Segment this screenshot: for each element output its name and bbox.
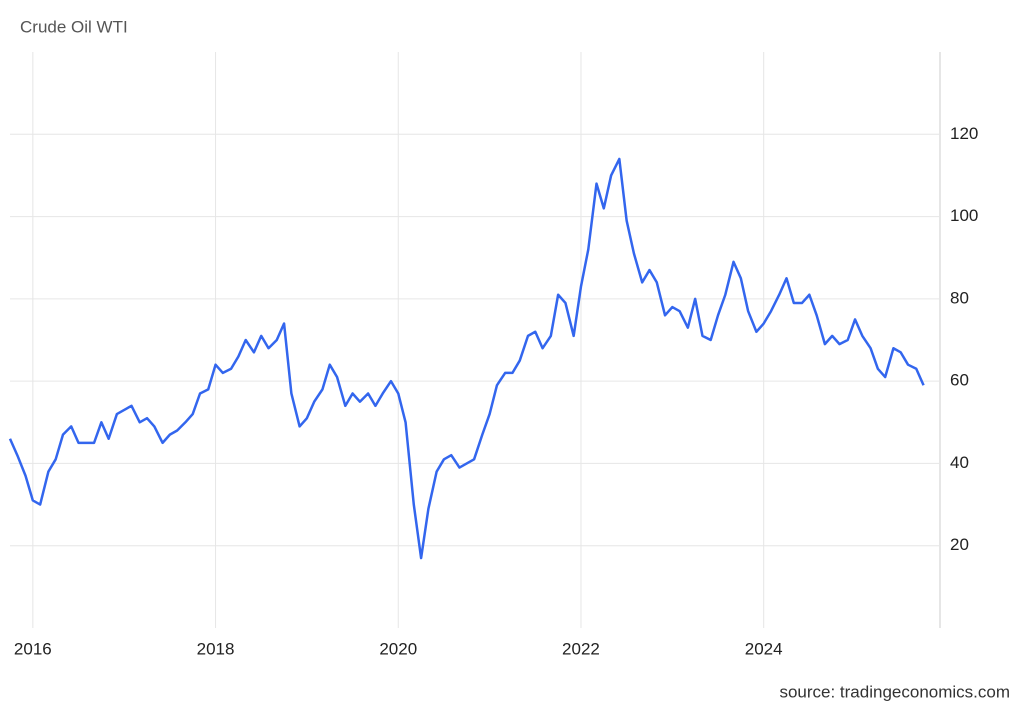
source: source: tradingeconomics.com <box>779 682 1010 701</box>
y-tick-label: 100 <box>950 206 978 225</box>
price-line <box>8 157 925 560</box>
y-tick-label: 60 <box>950 371 969 390</box>
x-tick-label: 2022 <box>562 639 600 658</box>
y-tick-label: 20 <box>950 535 969 554</box>
x-tick-label: 2020 <box>379 639 417 658</box>
y-tick-label: 120 <box>950 124 978 143</box>
chart-title: Crude Oil WTI <box>20 17 128 36</box>
x-tick-label: 2024 <box>745 639 783 658</box>
x-tick-label: 2016 <box>14 639 52 658</box>
x-tick-label: 2018 <box>197 639 235 658</box>
y-tick-label: 40 <box>950 453 969 472</box>
y-tick-label: 80 <box>950 288 969 307</box>
